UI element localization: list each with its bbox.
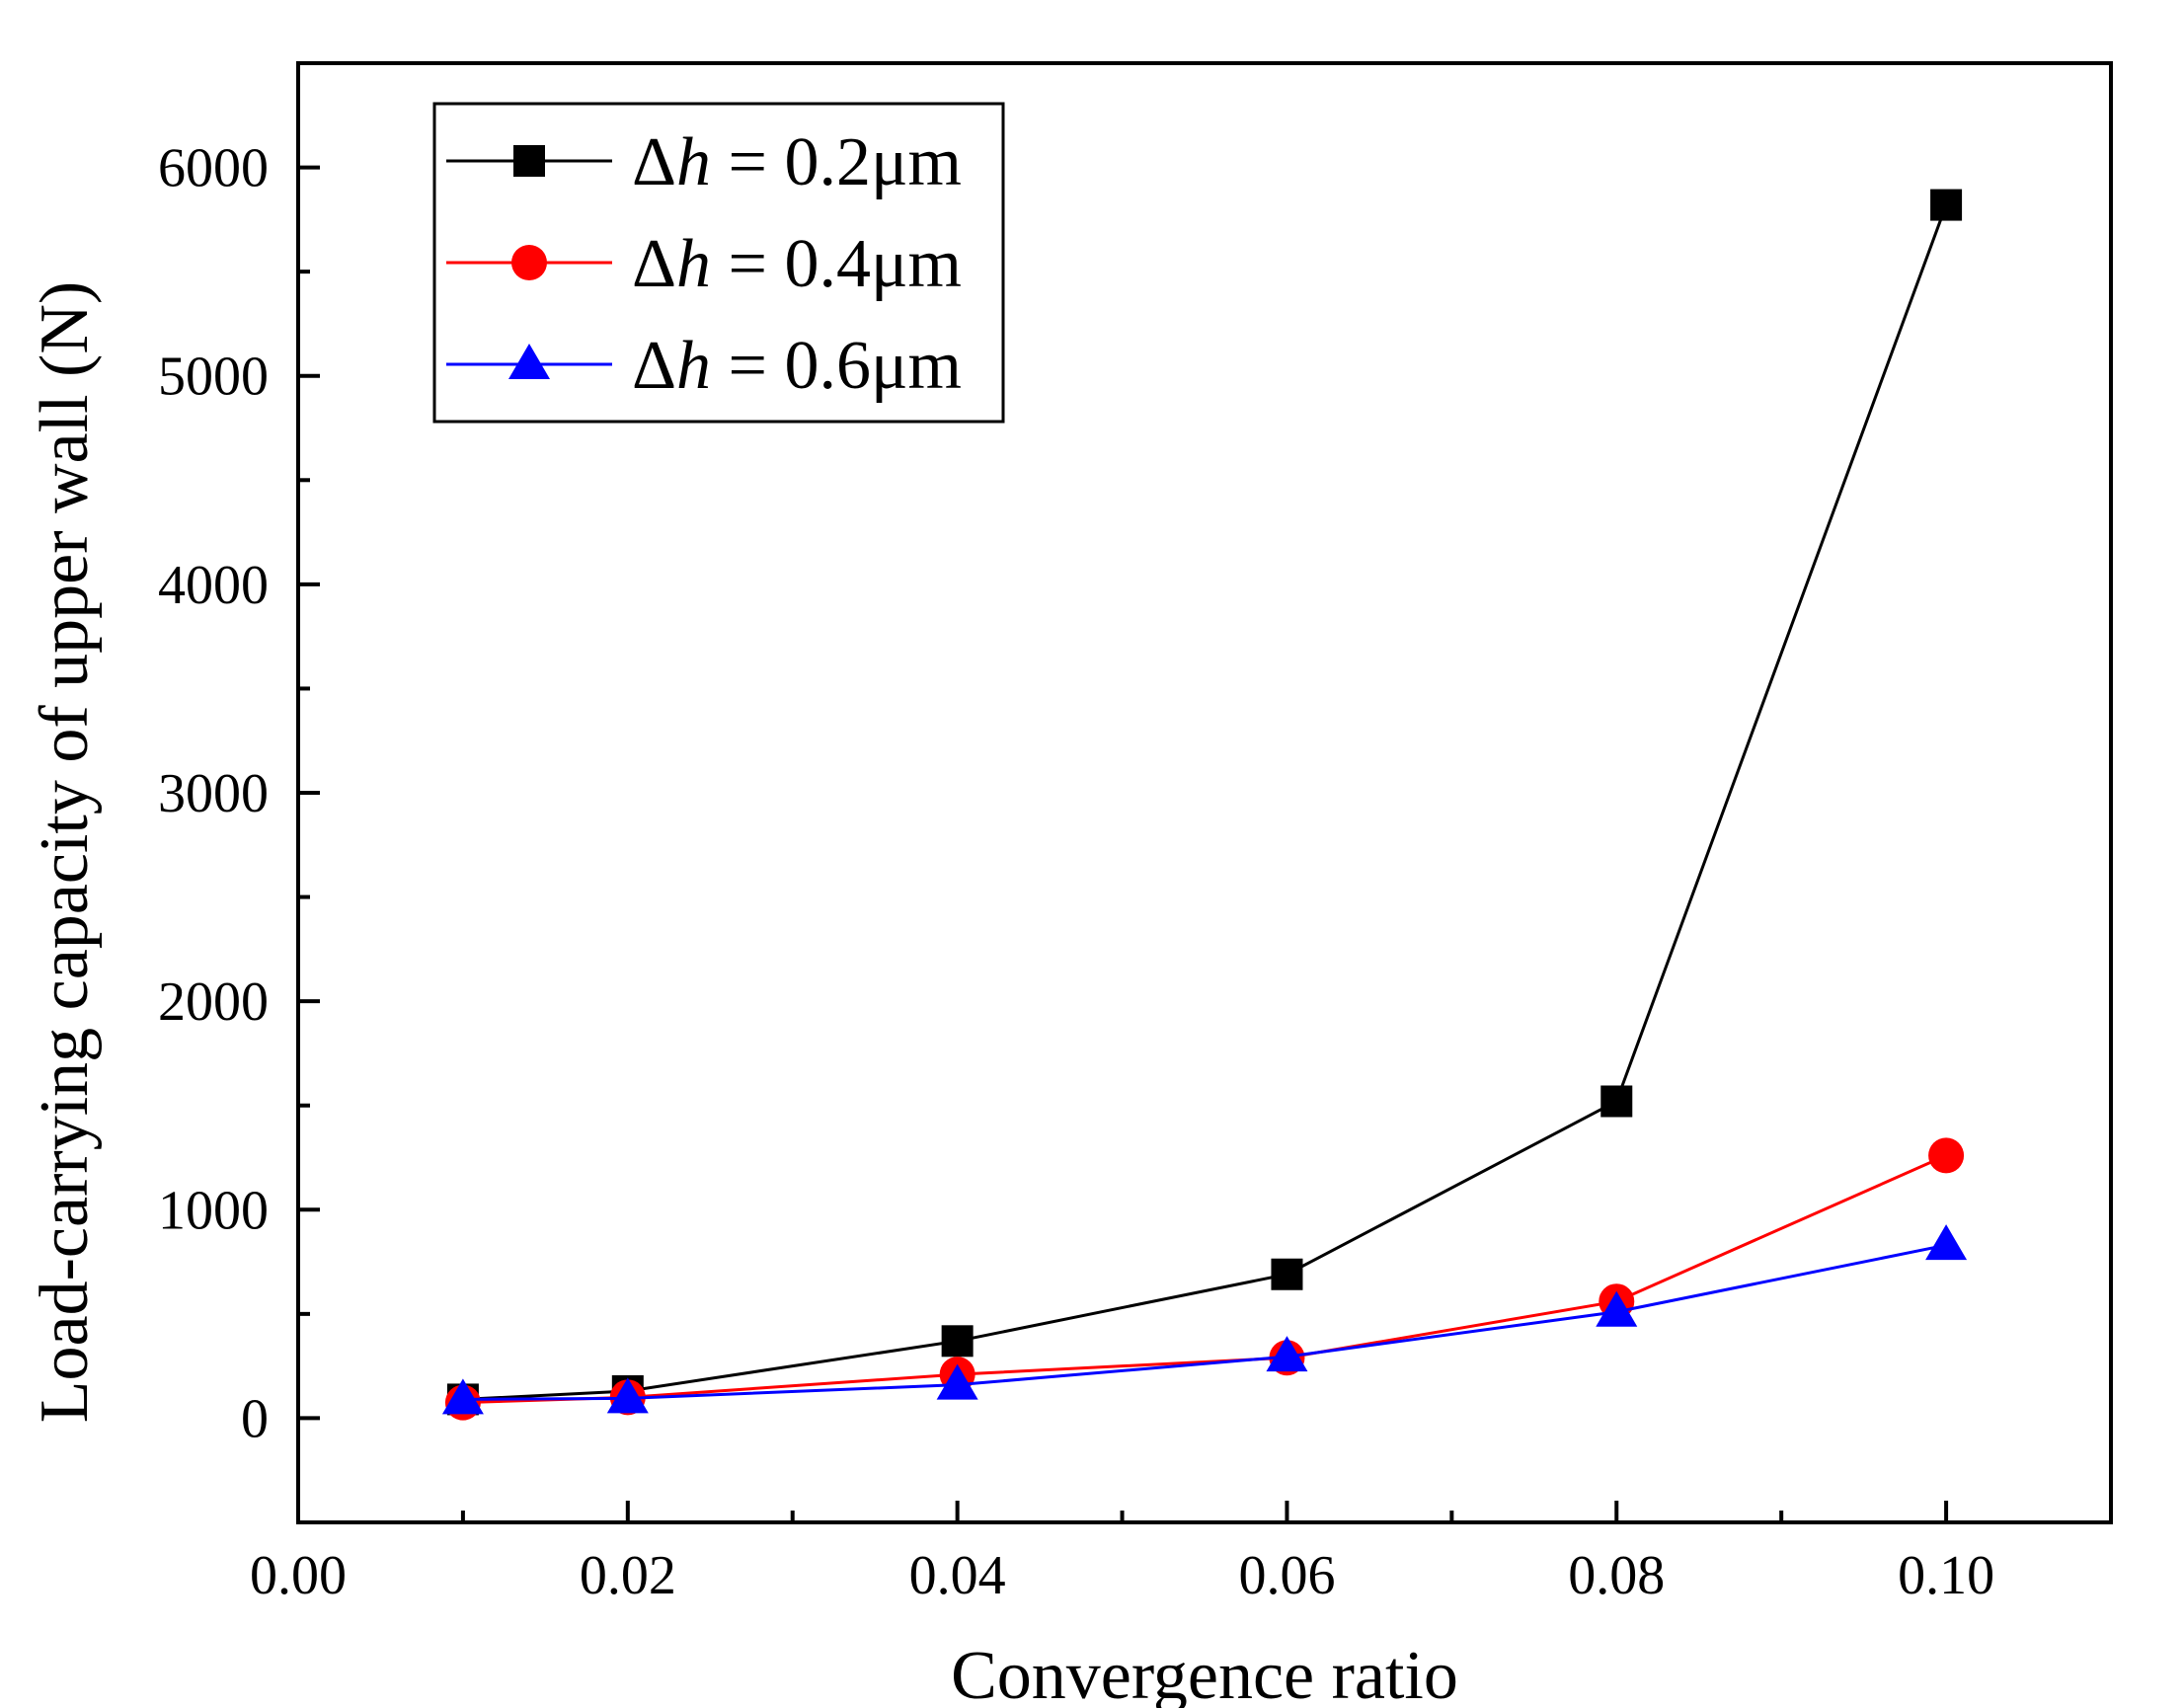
data-point-circle <box>1928 1137 1965 1174</box>
y-tick-label: 4000 <box>158 555 269 616</box>
legend-label: Δh = 0.4μm <box>632 226 962 302</box>
series-line <box>462 1243 1947 1401</box>
legend-marker-triangle <box>508 344 550 379</box>
series-line <box>462 204 1948 1401</box>
series-2 <box>444 1137 1965 1421</box>
y-tick-label: 3000 <box>158 763 269 824</box>
data-point-triangle <box>936 1363 978 1400</box>
legend-item: Δh = 0.4μm <box>446 226 962 302</box>
data-point-square <box>1600 1085 1633 1118</box>
x-axis-title: Convergence ratio <box>951 1638 1458 1708</box>
legend-item: Δh = 0.2μm <box>446 124 962 200</box>
data-point-triangle <box>1596 1290 1638 1327</box>
legend-label: Δh = 0.2μm <box>632 124 962 200</box>
x-tick-label: 0.04 <box>909 1545 1006 1606</box>
legend-marker-circle <box>511 245 547 280</box>
legend-item: Δh = 0.6μm <box>446 328 962 404</box>
legend-label: Δh = 0.6μm <box>632 328 962 404</box>
data-point-square <box>941 1325 974 1358</box>
x-tick-label: 0.06 <box>1238 1545 1335 1606</box>
data-point-triangle <box>1266 1336 1308 1372</box>
data-point-square <box>1271 1258 1303 1290</box>
y-tick-label: 5000 <box>158 347 269 408</box>
y-tick-label: 0 <box>241 1388 269 1449</box>
x-tick-label: 0.10 <box>1898 1545 1994 1606</box>
series-line <box>462 1154 1947 1405</box>
y-tick-label: 6000 <box>158 138 269 199</box>
data-point-triangle <box>606 1377 649 1414</box>
y-tick-label: 2000 <box>158 971 269 1033</box>
x-tick-label: 0.00 <box>250 1545 347 1606</box>
y-axis-title: Load-carrying capacity of upper wall (N) <box>27 281 103 1423</box>
data-point-square <box>1930 189 1963 221</box>
series-3 <box>441 1224 1968 1415</box>
data-point-triangle <box>1925 1224 1968 1261</box>
y-tick-label: 1000 <box>158 1180 269 1241</box>
x-tick-label: 0.08 <box>1568 1545 1665 1606</box>
legend-marker-square <box>513 145 545 177</box>
data-point-triangle <box>441 1378 484 1415</box>
x-tick-label: 0.02 <box>580 1545 676 1606</box>
